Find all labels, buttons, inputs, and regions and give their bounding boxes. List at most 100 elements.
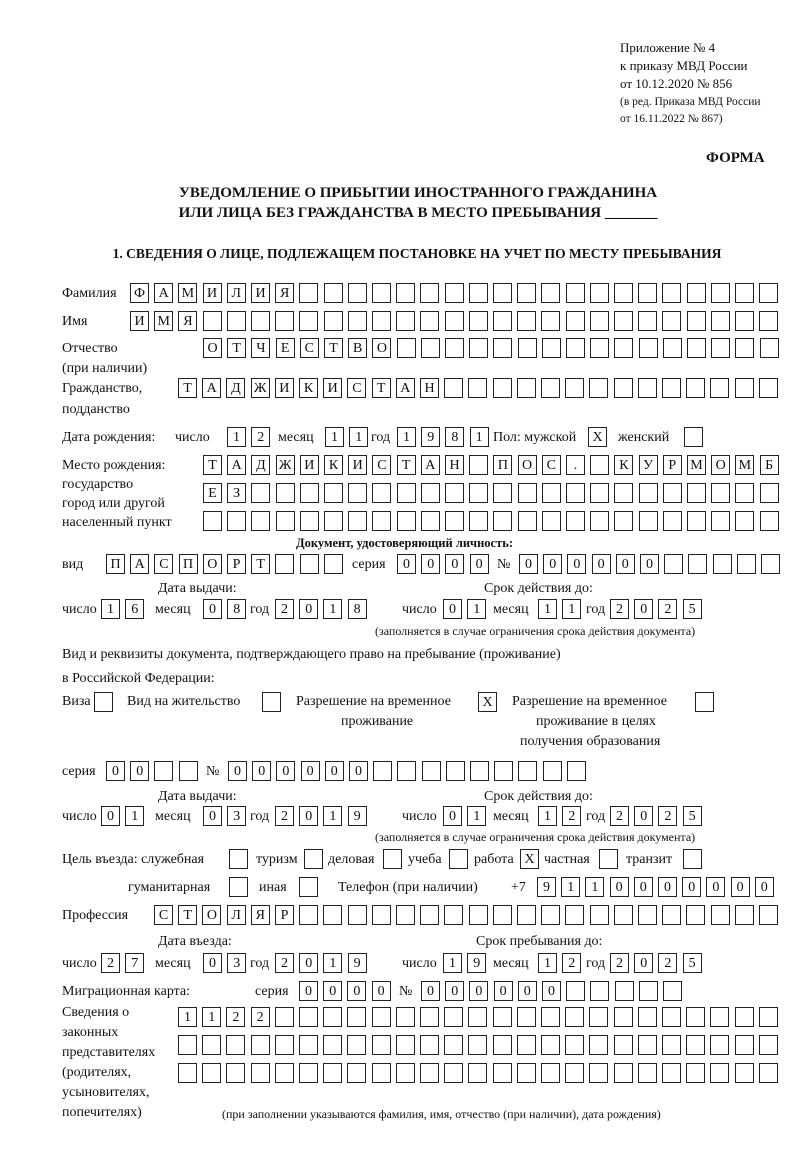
char-box[interactable]: 1: [202, 1007, 222, 1027]
char-box[interactable]: [396, 338, 416, 358]
char-box[interactable]: [444, 1035, 464, 1055]
char-box[interactable]: [444, 283, 464, 303]
char-box[interactable]: 1: [561, 877, 581, 897]
char-box[interactable]: [274, 1035, 294, 1055]
char-box[interactable]: [758, 378, 778, 398]
char-box[interactable]: 2: [251, 427, 271, 447]
char-box[interactable]: [517, 483, 537, 503]
char-box[interactable]: О: [202, 905, 222, 925]
char-box[interactable]: 0: [730, 877, 750, 897]
char-box[interactable]: [710, 1063, 730, 1083]
char-box[interactable]: [613, 1007, 633, 1027]
char-box[interactable]: 0: [754, 877, 774, 897]
char-box[interactable]: [711, 511, 731, 531]
char-box[interactable]: И: [348, 455, 368, 475]
char-box[interactable]: 0: [615, 554, 635, 574]
char-box[interactable]: [229, 877, 248, 897]
char-box[interactable]: [613, 1035, 633, 1055]
char-box[interactable]: [373, 761, 393, 781]
char-box[interactable]: 0: [443, 599, 462, 619]
char-box[interactable]: [683, 849, 702, 869]
char-box[interactable]: 0: [397, 554, 416, 574]
char-box[interactable]: [494, 761, 514, 781]
char-box[interactable]: [395, 1007, 415, 1027]
char-box[interactable]: 9: [421, 427, 441, 447]
char-box[interactable]: [686, 1035, 706, 1055]
char-box[interactable]: [468, 1063, 488, 1083]
char-box[interactable]: [759, 511, 779, 531]
char-box[interactable]: [347, 1007, 367, 1027]
char-box[interactable]: 2: [275, 953, 294, 973]
char-box[interactable]: [444, 1007, 464, 1027]
char-box[interactable]: 2: [275, 806, 294, 826]
char-box[interactable]: .: [566, 455, 585, 475]
char-box[interactable]: [590, 511, 610, 531]
char-box[interactable]: 0: [469, 981, 489, 1001]
char-box[interactable]: 0: [371, 981, 391, 1001]
char-box[interactable]: [735, 283, 754, 303]
char-box[interactable]: [734, 1007, 754, 1027]
char-box[interactable]: [445, 511, 464, 531]
char-box[interactable]: [397, 761, 417, 781]
char-box[interactable]: [323, 1007, 343, 1027]
char-box[interactable]: К: [614, 455, 634, 475]
char-box[interactable]: [541, 1035, 560, 1055]
char-box[interactable]: [304, 849, 323, 869]
char-box[interactable]: [734, 1063, 754, 1083]
char-box[interactable]: 0: [349, 761, 368, 781]
char-box[interactable]: [299, 1035, 318, 1055]
char-box[interactable]: [614, 311, 633, 331]
char-box[interactable]: [590, 483, 610, 503]
char-box[interactable]: [599, 849, 618, 869]
char-box[interactable]: О: [517, 455, 537, 475]
char-box[interactable]: [468, 1035, 488, 1055]
char-box[interactable]: [613, 378, 633, 398]
char-box[interactable]: А: [227, 455, 247, 475]
char-box[interactable]: [662, 483, 682, 503]
char-box[interactable]: [444, 378, 464, 398]
char-box[interactable]: 0: [517, 981, 537, 1001]
char-box[interactable]: [565, 1035, 585, 1055]
char-box[interactable]: [684, 427, 703, 447]
char-box[interactable]: [710, 1035, 730, 1055]
char-box[interactable]: 1: [538, 599, 557, 619]
char-box[interactable]: [516, 1007, 536, 1027]
char-box[interactable]: [347, 283, 367, 303]
char-box[interactable]: Ж: [275, 455, 295, 475]
char-box[interactable]: [687, 483, 706, 503]
char-box[interactable]: [686, 905, 706, 925]
char-box[interactable]: Л: [226, 283, 246, 303]
char-box[interactable]: [323, 1035, 343, 1055]
char-box[interactable]: К: [299, 378, 318, 398]
char-box[interactable]: [226, 1035, 246, 1055]
char-box[interactable]: [492, 1063, 512, 1083]
char-box[interactable]: [637, 1035, 657, 1055]
char-box[interactable]: 9: [537, 877, 556, 897]
char-box[interactable]: [638, 311, 658, 331]
char-box[interactable]: [566, 761, 586, 781]
char-box[interactable]: [663, 981, 682, 1001]
char-box[interactable]: [759, 311, 779, 331]
char-box[interactable]: [614, 283, 633, 303]
char-box[interactable]: [396, 311, 416, 331]
char-box[interactable]: [686, 1063, 706, 1083]
char-box[interactable]: 2: [658, 953, 678, 973]
char-box[interactable]: [589, 1007, 609, 1027]
char-box[interactable]: В: [348, 338, 368, 358]
char-box[interactable]: З: [227, 483, 247, 503]
char-box[interactable]: [735, 483, 755, 503]
char-box[interactable]: 0: [101, 806, 120, 826]
char-box[interactable]: [637, 378, 657, 398]
char-box[interactable]: [688, 554, 708, 574]
char-box[interactable]: 0: [591, 554, 611, 574]
char-box[interactable]: 0: [706, 877, 726, 897]
char-box[interactable]: [662, 1007, 681, 1027]
char-box[interactable]: [712, 554, 732, 574]
char-box[interactable]: [299, 554, 319, 574]
char-box[interactable]: [470, 761, 489, 781]
char-box[interactable]: [734, 378, 754, 398]
char-box[interactable]: 1: [467, 806, 487, 826]
char-box[interactable]: [493, 511, 513, 531]
char-box[interactable]: 0: [658, 877, 677, 897]
char-box[interactable]: 0: [299, 599, 319, 619]
